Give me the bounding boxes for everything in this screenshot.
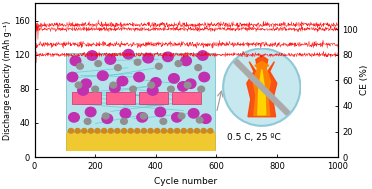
Text: 0.5 C, 25 ºC: 0.5 C, 25 ºC [227,133,281,142]
Y-axis label: CE (%): CE (%) [359,65,369,95]
X-axis label: Cycle number: Cycle number [154,177,218,186]
Y-axis label: Discharge capacity (mAh g⁻¹): Discharge capacity (mAh g⁻¹) [3,21,13,140]
